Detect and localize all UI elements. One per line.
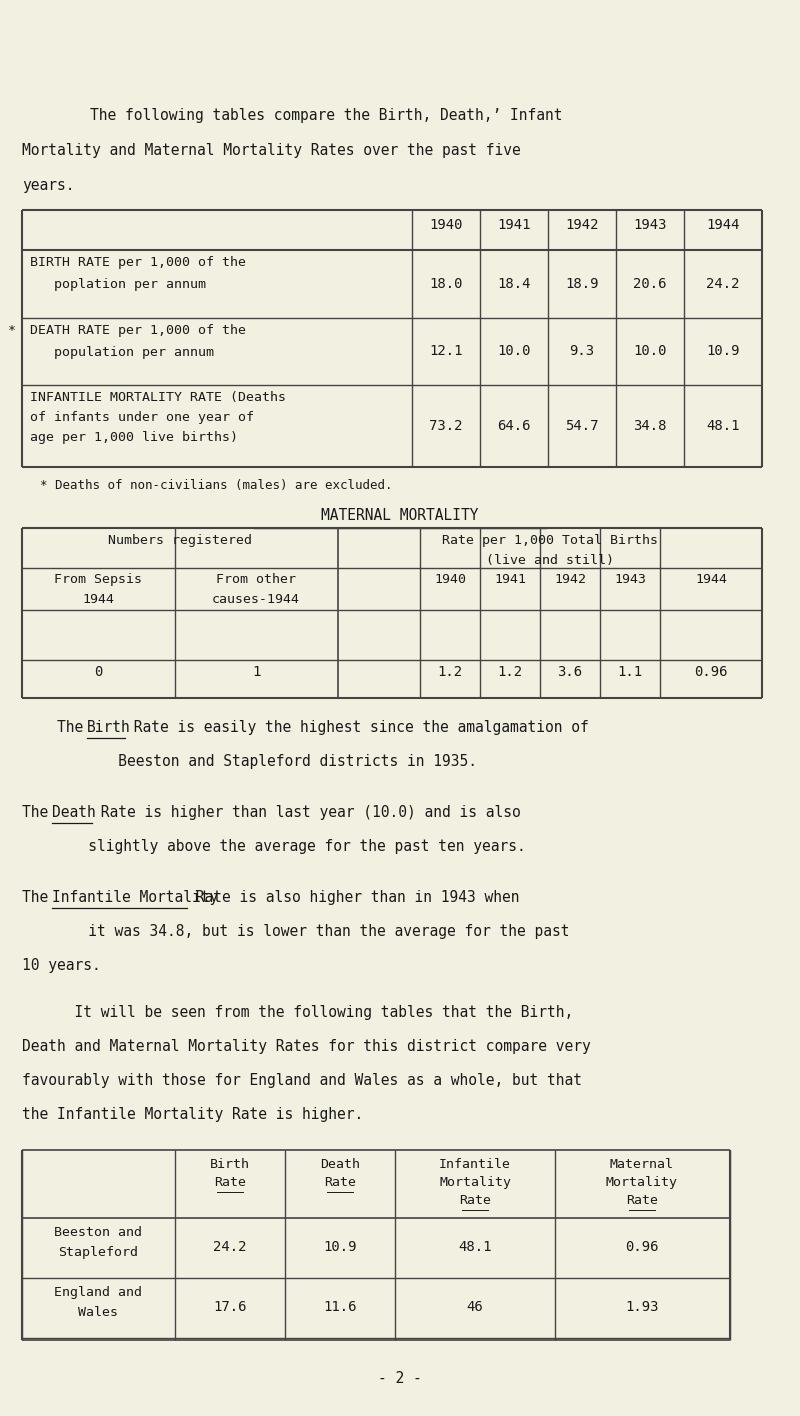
Text: 48.1: 48.1 bbox=[458, 1240, 492, 1255]
Text: 1.2: 1.2 bbox=[498, 666, 522, 680]
Text: 73.2: 73.2 bbox=[430, 419, 462, 433]
Text: Birth: Birth bbox=[210, 1158, 250, 1171]
Text: 24.2: 24.2 bbox=[214, 1240, 246, 1255]
Text: DEATH RATE per 1,000 of the: DEATH RATE per 1,000 of the bbox=[30, 324, 246, 337]
Text: Rate per 1,000 Total Births: Rate per 1,000 Total Births bbox=[442, 534, 658, 547]
Text: MATERNAL MORTALITY: MATERNAL MORTALITY bbox=[322, 508, 478, 523]
Text: 17.6: 17.6 bbox=[214, 1300, 246, 1314]
Text: 10 years.: 10 years. bbox=[22, 959, 101, 973]
Text: causes-1944: causes-1944 bbox=[212, 593, 300, 606]
Text: 1944: 1944 bbox=[695, 573, 727, 586]
Text: Birth: Birth bbox=[87, 719, 130, 735]
Text: The: The bbox=[57, 719, 92, 735]
Text: Wales: Wales bbox=[78, 1306, 118, 1318]
Text: it was 34.8, but is lower than the average for the past: it was 34.8, but is lower than the avera… bbox=[62, 925, 570, 939]
Text: - 2 -: - 2 - bbox=[378, 1371, 422, 1386]
Text: the Infantile Mortality Rate is higher.: the Infantile Mortality Rate is higher. bbox=[22, 1107, 363, 1121]
Text: age per 1,000 live births): age per 1,000 live births) bbox=[30, 430, 238, 445]
Text: * Deaths of non-civilians (males) are excluded.: * Deaths of non-civilians (males) are ex… bbox=[40, 479, 393, 491]
Text: 1.93: 1.93 bbox=[626, 1300, 658, 1314]
Text: Rate: Rate bbox=[214, 1177, 246, 1189]
Text: 1942: 1942 bbox=[554, 573, 586, 586]
Text: 10.0: 10.0 bbox=[634, 344, 666, 358]
Text: 10.0: 10.0 bbox=[498, 344, 530, 358]
Text: 48.1: 48.1 bbox=[706, 419, 740, 433]
Text: 54.7: 54.7 bbox=[566, 419, 598, 433]
Text: INFANTILE MORTALITY RATE (Deaths: INFANTILE MORTALITY RATE (Deaths bbox=[30, 391, 286, 404]
Text: Rate: Rate bbox=[459, 1194, 491, 1206]
Text: 0.96: 0.96 bbox=[694, 666, 728, 680]
Text: 1944: 1944 bbox=[82, 593, 114, 606]
Text: poplation per annum: poplation per annum bbox=[30, 278, 206, 292]
Text: 10.9: 10.9 bbox=[706, 344, 740, 358]
Text: Infantile Mortality: Infantile Mortality bbox=[52, 891, 218, 905]
Text: 3.6: 3.6 bbox=[558, 666, 582, 680]
Text: 11.6: 11.6 bbox=[323, 1300, 357, 1314]
Text: 1943: 1943 bbox=[634, 218, 666, 232]
Text: 18.9: 18.9 bbox=[566, 278, 598, 292]
Text: Rate is also higher than in 1943 when: Rate is also higher than in 1943 when bbox=[187, 891, 519, 905]
Text: Death and Maternal Mortality Rates for this district compare very: Death and Maternal Mortality Rates for t… bbox=[22, 1039, 590, 1054]
Text: 1941: 1941 bbox=[494, 573, 526, 586]
Text: The: The bbox=[22, 891, 57, 905]
Text: Rate: Rate bbox=[626, 1194, 658, 1206]
Text: 64.6: 64.6 bbox=[498, 419, 530, 433]
Text: Infantile: Infantile bbox=[439, 1158, 511, 1171]
Text: years.: years. bbox=[22, 178, 74, 193]
Text: slightly above the average for the past ten years.: slightly above the average for the past … bbox=[62, 840, 526, 854]
Text: Beeston and Stapleford districts in 1935.: Beeston and Stapleford districts in 1935… bbox=[92, 753, 477, 769]
Text: 12.1: 12.1 bbox=[430, 344, 462, 358]
Text: 1943: 1943 bbox=[614, 573, 646, 586]
Text: Mortality: Mortality bbox=[606, 1177, 678, 1189]
Text: (live and still): (live and still) bbox=[486, 554, 614, 566]
Text: 1940: 1940 bbox=[434, 573, 466, 586]
Text: 1.1: 1.1 bbox=[618, 666, 642, 680]
Text: Death: Death bbox=[320, 1158, 360, 1171]
Text: Rate: Rate bbox=[324, 1177, 356, 1189]
Text: 0: 0 bbox=[94, 666, 102, 680]
Text: From other: From other bbox=[216, 573, 296, 586]
Text: 1.2: 1.2 bbox=[438, 666, 462, 680]
Text: 18.4: 18.4 bbox=[498, 278, 530, 292]
Text: population per annum: population per annum bbox=[30, 346, 214, 360]
Text: 46: 46 bbox=[466, 1300, 483, 1314]
Text: Death: Death bbox=[52, 806, 96, 820]
Text: Stapleford: Stapleford bbox=[58, 1246, 138, 1259]
Text: Mortality and Maternal Mortality Rates over the past five: Mortality and Maternal Mortality Rates o… bbox=[22, 143, 521, 159]
Text: BIRTH RATE per 1,000 of the: BIRTH RATE per 1,000 of the bbox=[30, 256, 246, 269]
Text: 10.9: 10.9 bbox=[323, 1240, 357, 1255]
Text: England and: England and bbox=[54, 1286, 142, 1298]
Text: It will be seen from the following tables that the Birth,: It will be seen from the following table… bbox=[22, 1005, 574, 1020]
Text: favourably with those for England and Wales as a whole, but that: favourably with those for England and Wa… bbox=[22, 1073, 582, 1087]
Text: 20.6: 20.6 bbox=[634, 278, 666, 292]
Text: The: The bbox=[22, 806, 57, 820]
Text: 1940: 1940 bbox=[430, 218, 462, 232]
Text: Maternal: Maternal bbox=[610, 1158, 674, 1171]
Text: The following tables compare the Birth, Death,’ Infant: The following tables compare the Birth, … bbox=[55, 108, 562, 123]
Text: 1941: 1941 bbox=[498, 218, 530, 232]
Text: Mortality: Mortality bbox=[439, 1177, 511, 1189]
Text: 1: 1 bbox=[252, 666, 260, 680]
Text: Numbers registered: Numbers registered bbox=[108, 534, 252, 547]
Text: of infants under one year of: of infants under one year of bbox=[30, 411, 254, 423]
Text: Beeston and: Beeston and bbox=[54, 1226, 142, 1239]
Text: Rate is easily the highest since the amalgamation of: Rate is easily the highest since the ama… bbox=[125, 719, 589, 735]
Text: From Sepsis: From Sepsis bbox=[54, 573, 142, 586]
Text: 1944: 1944 bbox=[706, 218, 740, 232]
Text: 34.8: 34.8 bbox=[634, 419, 666, 433]
Text: 24.2: 24.2 bbox=[706, 278, 740, 292]
Text: 9.3: 9.3 bbox=[570, 344, 594, 358]
Text: Rate is higher than last year (10.0) and is also: Rate is higher than last year (10.0) and… bbox=[92, 806, 521, 820]
Text: 18.0: 18.0 bbox=[430, 278, 462, 292]
Text: 0.96: 0.96 bbox=[626, 1240, 658, 1255]
Text: *: * bbox=[8, 324, 16, 337]
Text: 1942: 1942 bbox=[566, 218, 598, 232]
